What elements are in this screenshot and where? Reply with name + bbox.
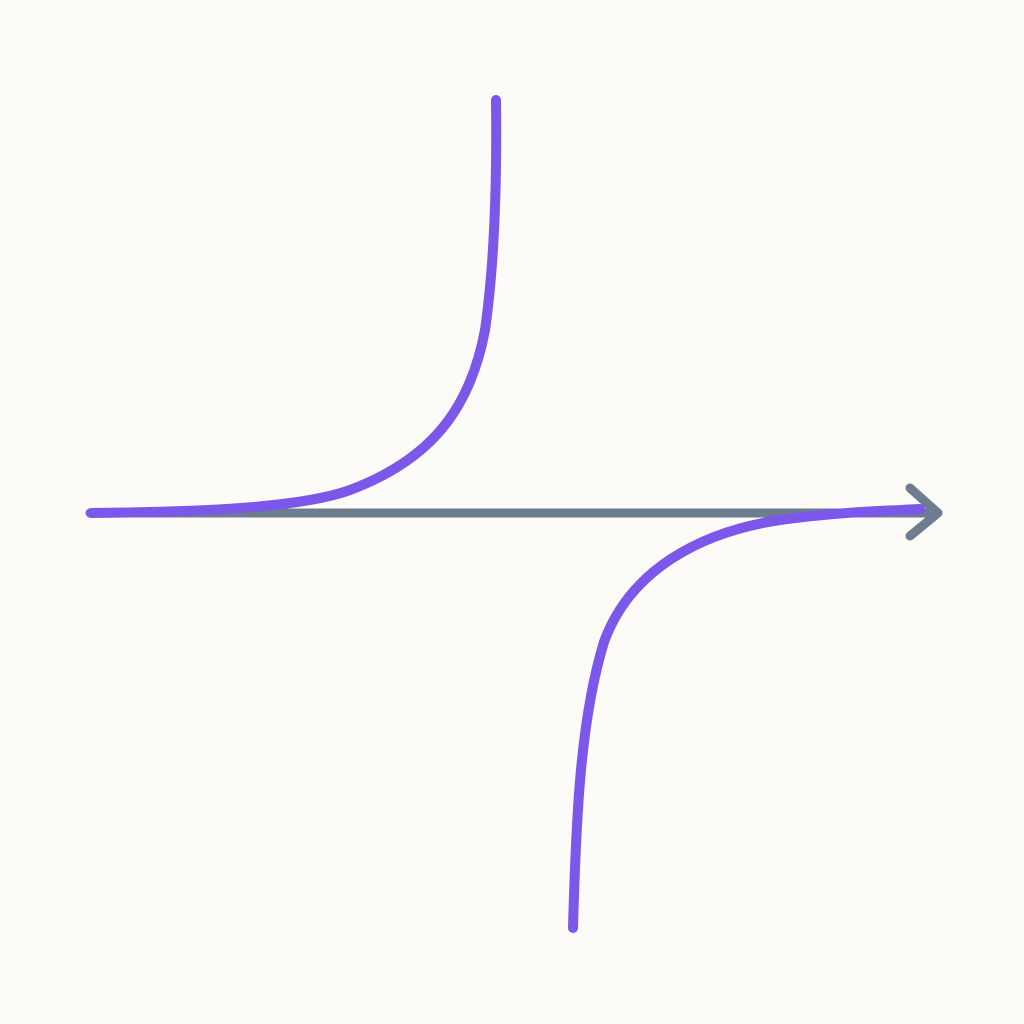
curve-right-branch (568, 504, 925, 933)
x-axis-arrowhead (905, 483, 943, 541)
curve-left-branch (86, 95, 502, 518)
